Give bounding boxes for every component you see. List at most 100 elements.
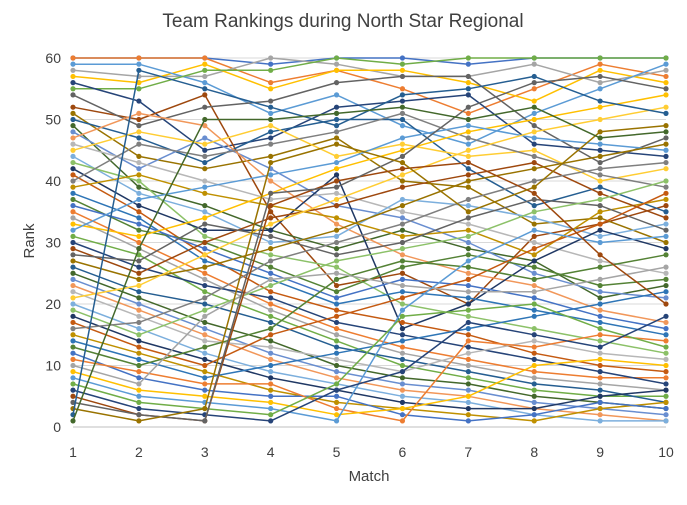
data-point — [663, 405, 669, 412]
series-line — [72, 290, 667, 379]
data-point — [70, 393, 76, 399]
data-point — [531, 387, 537, 393]
data-point — [663, 387, 669, 393]
data-point — [465, 172, 471, 178]
data-point — [399, 362, 406, 369]
data-point — [70, 153, 76, 159]
data-point — [531, 375, 537, 381]
data-point — [465, 375, 471, 381]
data-point — [70, 184, 76, 190]
data-point — [333, 92, 340, 98]
data-point — [136, 123, 142, 129]
data-point — [136, 399, 142, 405]
data-point — [136, 344, 142, 350]
data-point — [333, 350, 340, 356]
data-point — [136, 418, 142, 424]
data-point — [136, 172, 142, 178]
data-point — [399, 135, 406, 141]
data-point — [333, 196, 340, 203]
data-point — [268, 98, 274, 104]
data-point — [268, 141, 274, 147]
data-point — [663, 196, 669, 203]
data-point — [597, 190, 603, 196]
data-point — [399, 350, 406, 356]
y-axis-title: Rank — [21, 223, 38, 259]
data-point — [268, 246, 274, 252]
data-point — [333, 387, 340, 393]
data-point — [333, 307, 340, 313]
y-tick-label: 10 — [45, 358, 61, 374]
series-line — [72, 266, 667, 404]
data-point — [465, 123, 471, 129]
data-point — [531, 252, 537, 258]
chart-title: Team Rankings during North Star Regional — [162, 11, 523, 32]
series-line — [72, 315, 667, 422]
data-point — [465, 307, 471, 313]
series-9 — [70, 73, 669, 166]
data-point — [70, 203, 76, 209]
data-point — [136, 356, 142, 362]
data-point — [333, 184, 340, 190]
series-line — [72, 143, 667, 275]
series-line — [72, 112, 667, 324]
data-point — [531, 326, 537, 332]
data-point — [399, 55, 406, 61]
series-19 — [70, 166, 669, 332]
data-point — [531, 73, 537, 80]
data-point — [268, 233, 274, 239]
data-point — [268, 393, 274, 399]
data-point — [70, 332, 76, 338]
data-point — [70, 178, 76, 184]
data-point — [136, 332, 142, 338]
data-point — [136, 209, 142, 215]
y-tick-label: 20 — [45, 296, 61, 312]
series-60 — [70, 104, 669, 424]
series-line — [72, 131, 667, 299]
data-point — [70, 86, 76, 92]
x-tick-label: 7 — [464, 444, 472, 460]
data-point — [597, 338, 603, 344]
data-point — [399, 393, 406, 399]
data-point — [70, 258, 76, 264]
data-point — [268, 215, 274, 221]
data-point — [333, 61, 340, 67]
data-point — [399, 227, 406, 233]
series-line — [72, 303, 666, 422]
data-point — [333, 246, 340, 252]
data-point — [597, 295, 603, 301]
data-point — [465, 233, 471, 239]
data-point — [202, 307, 208, 313]
data-point — [202, 159, 208, 166]
series-34 — [70, 141, 669, 282]
data-point — [136, 221, 142, 227]
data-point — [202, 209, 208, 215]
data-point — [663, 332, 669, 338]
data-point — [136, 98, 142, 104]
data-point — [268, 123, 274, 129]
data-point — [268, 332, 274, 338]
data-point — [268, 369, 274, 375]
data-point — [202, 387, 208, 393]
data-point — [70, 289, 76, 295]
data-point — [465, 399, 471, 405]
series-line — [72, 198, 667, 293]
data-point — [663, 356, 669, 362]
y-tick-label: 40 — [45, 173, 61, 189]
series-line — [72, 266, 667, 385]
data-point — [136, 61, 142, 67]
data-point — [399, 276, 406, 282]
data-point — [268, 405, 274, 412]
data-point — [70, 172, 76, 178]
data-point — [465, 166, 471, 172]
data-point — [663, 276, 669, 282]
data-point — [136, 393, 142, 399]
data-point — [70, 67, 76, 73]
data-point — [531, 209, 537, 215]
data-point — [465, 141, 471, 147]
series-line — [72, 81, 667, 158]
data-point — [202, 203, 208, 209]
data-point — [531, 338, 537, 344]
data-point — [597, 239, 603, 246]
data-point — [663, 369, 669, 375]
